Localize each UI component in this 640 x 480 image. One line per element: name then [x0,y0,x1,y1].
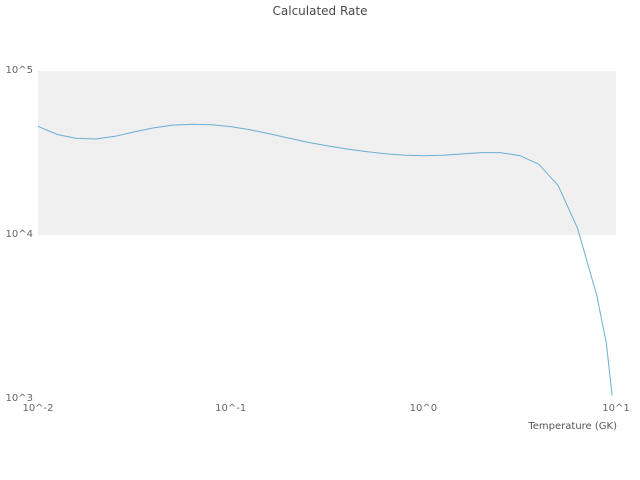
x-tick-label: 10^-1 [215,403,247,414]
y-tick-label: 10^4 [5,229,33,240]
x-tick-label: 10^0 [409,403,438,414]
rate-line [37,123,613,396]
y-tick-label: 10^5 [5,65,33,76]
highlight-band [38,71,616,235]
x-tick-label: 10^-2 [22,403,54,414]
x-tick-label: 10^1 [602,403,630,414]
chart-title: Calculated Rate [272,4,368,18]
y-tick-label: 10^3 [5,393,33,404]
x-axis-label: Temperature (GK) [528,421,617,432]
